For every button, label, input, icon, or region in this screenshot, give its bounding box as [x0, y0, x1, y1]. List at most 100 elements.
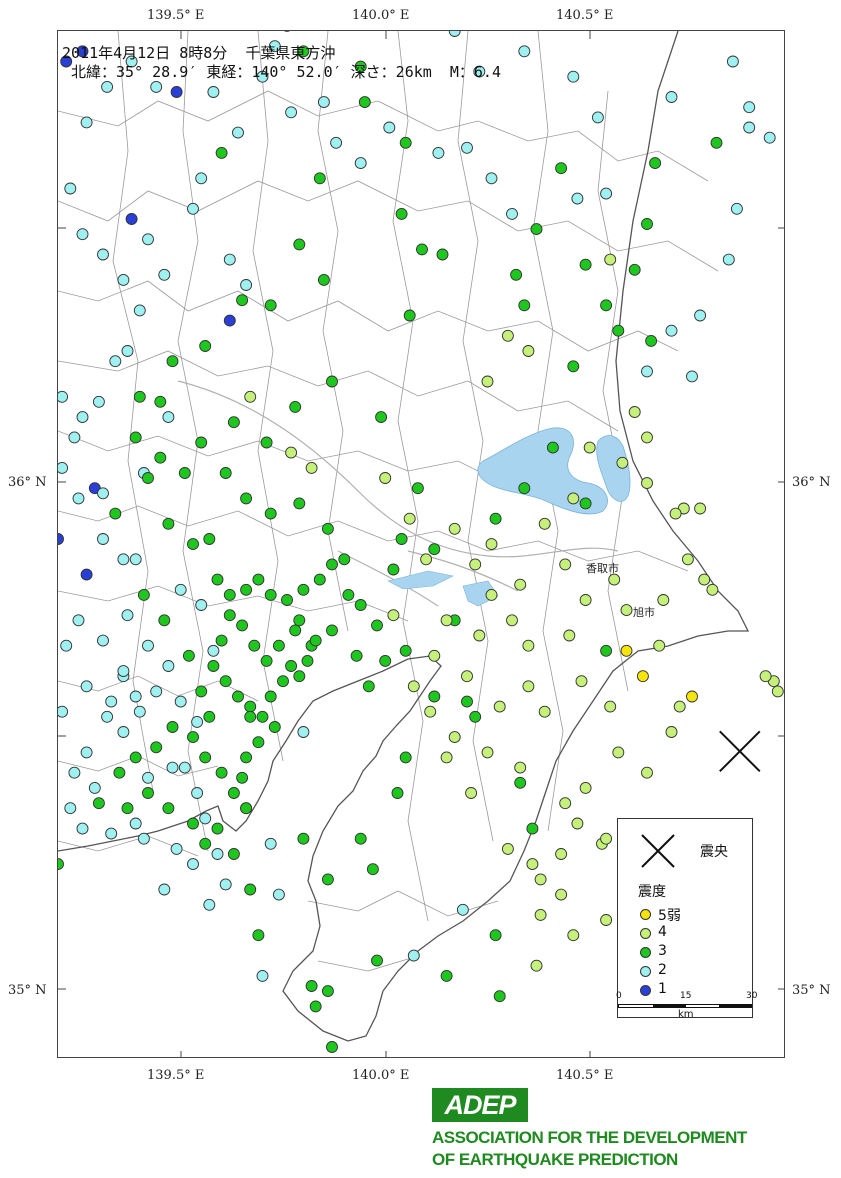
- station-shindo-2: [686, 370, 698, 383]
- station-shindo-2: [256, 70, 269, 83]
- station-shindo-2: [105, 827, 118, 840]
- station-shindo-2: [97, 487, 109, 500]
- station-shindo-4: [387, 609, 400, 622]
- station-shindo-3: [137, 588, 150, 601]
- station-shindo-4: [481, 375, 494, 388]
- station-shindo-3: [215, 634, 228, 647]
- station-shindo-2: [187, 858, 199, 871]
- station-shindo-2: [256, 969, 269, 982]
- station-shindo-3: [264, 299, 277, 312]
- station-shindo-2: [64, 182, 77, 195]
- station-shindo-4: [555, 848, 568, 860]
- station-shindo-3: [289, 400, 302, 413]
- station-shindo-3: [526, 822, 539, 835]
- station-shindo-4: [657, 594, 670, 606]
- station-shindo-4: [681, 553, 694, 566]
- adep-logo: ADEP: [432, 1088, 528, 1122]
- station-shindo-2: [80, 116, 93, 129]
- station-shindo-2: [150, 685, 163, 698]
- station-shindo-4: [628, 406, 641, 418]
- station-shindo-4: [571, 817, 584, 830]
- station-shindo-2: [207, 86, 220, 98]
- station-shindo-2: [142, 233, 154, 246]
- station-shindo-3: [518, 482, 531, 495]
- station-shindo-3: [354, 599, 367, 611]
- station-shindo-2: [330, 136, 343, 149]
- station-shindo-2: [162, 411, 175, 424]
- station-shindo-2: [133, 705, 146, 718]
- station-shindo-3: [236, 619, 249, 632]
- station-shindo-4: [506, 614, 518, 627]
- station-shindo-3: [297, 45, 310, 58]
- station-shindo-2: [195, 172, 208, 185]
- station-shindo-3: [489, 929, 502, 942]
- station-shindo-1: [76, 45, 89, 58]
- station-shindo-3: [579, 258, 592, 271]
- station-shindo-4: [673, 700, 686, 713]
- station-shindo-2: [125, 55, 138, 68]
- station-shindo-4: [559, 797, 572, 810]
- station-shindo-3: [362, 680, 375, 693]
- station-shindo-3: [321, 522, 334, 535]
- bottom-lon-label-1: 139.5° E: [147, 1068, 205, 1083]
- station-shindo-2: [129, 817, 142, 830]
- station-shindo-3: [109, 507, 122, 520]
- earthquake-header: 2011年4月12日 8時8分 千葉県東方沖 北緯：35° 28.9′ 東経：1…: [62, 44, 501, 82]
- scale-tick-30: 30: [746, 991, 758, 1001]
- station-shindo-2: [694, 309, 707, 322]
- station-shindo-2: [117, 726, 130, 738]
- station-shindo-2: [64, 802, 77, 815]
- station-shindo-2: [142, 639, 154, 652]
- lake-kitaura: [596, 435, 631, 502]
- station-shindo-2: [60, 639, 73, 652]
- station-shindo-2: [665, 324, 678, 337]
- station-shindo-4: [600, 832, 613, 845]
- station-shindo-3: [395, 533, 408, 545]
- station-shindo-1: [170, 86, 183, 98]
- station-shindo-2: [240, 279, 253, 291]
- lake-kasumigaura: [477, 427, 608, 515]
- station-shindo-2: [137, 832, 150, 845]
- station-shindo-3: [285, 660, 298, 672]
- station-shindo-3: [555, 162, 568, 175]
- station-shindo-4: [530, 959, 543, 972]
- station-shindo-2: [641, 365, 653, 378]
- station-shindo-4: [469, 558, 482, 571]
- station-shindo-2: [207, 644, 220, 657]
- station-shindo-4: [526, 858, 539, 871]
- station-shindo-4: [555, 888, 568, 901]
- station-shindo-3: [199, 751, 212, 764]
- station-shindo-3: [129, 431, 142, 444]
- legend: 震央 震度 5弱 4 3 2 1 0 15 30 km: [616, 818, 757, 1020]
- station-shindo-4: [600, 914, 613, 926]
- station-shindo-3: [649, 157, 662, 170]
- station-shindo-3: [113, 766, 126, 779]
- station-shindo-2: [297, 726, 310, 738]
- station-shindo-2: [129, 553, 142, 566]
- station-shindo-3: [166, 355, 179, 368]
- station-shindo-2: [726, 55, 739, 68]
- station-shindo-1: [80, 568, 93, 581]
- scale-bar-track: [618, 1004, 752, 1008]
- station-shindo-3: [142, 472, 154, 484]
- station-shindo-3: [579, 497, 592, 510]
- station-shindo-3: [256, 710, 269, 723]
- station-shindo-2: [317, 96, 330, 109]
- station-shindo-4: [407, 680, 420, 693]
- station-shindo-2: [158, 268, 171, 281]
- station-shindo-4: [448, 522, 461, 535]
- station-shindo-2: [97, 634, 109, 647]
- station-shindo-3: [371, 954, 383, 967]
- station-shindo-1: [58, 533, 64, 545]
- station-shindo-2: [105, 695, 118, 708]
- station-shindo-3: [612, 324, 625, 337]
- station-shindo-3: [628, 263, 641, 276]
- station-shindo-3: [252, 573, 265, 586]
- station-shindo-4: [534, 908, 547, 921]
- station-shindo-2: [117, 273, 130, 286]
- station-shindo-2: [383, 121, 396, 134]
- station-shindo-3: [219, 467, 232, 479]
- station-shindo-3: [240, 583, 253, 596]
- station-shindo-2: [92, 395, 105, 408]
- station-shindo-2: [72, 614, 85, 627]
